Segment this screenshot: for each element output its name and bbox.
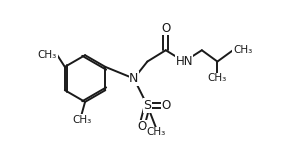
Text: N: N <box>129 72 139 85</box>
Text: O: O <box>161 99 170 112</box>
Text: CH₃: CH₃ <box>72 115 91 125</box>
Text: CH₃: CH₃ <box>38 50 57 60</box>
Text: HN: HN <box>175 55 193 68</box>
Text: CH₃: CH₃ <box>233 45 252 55</box>
Text: O: O <box>161 22 170 35</box>
Text: S: S <box>143 99 151 112</box>
Text: O: O <box>137 120 146 133</box>
Text: CH₃: CH₃ <box>146 127 166 137</box>
Text: CH₃: CH₃ <box>208 74 227 84</box>
